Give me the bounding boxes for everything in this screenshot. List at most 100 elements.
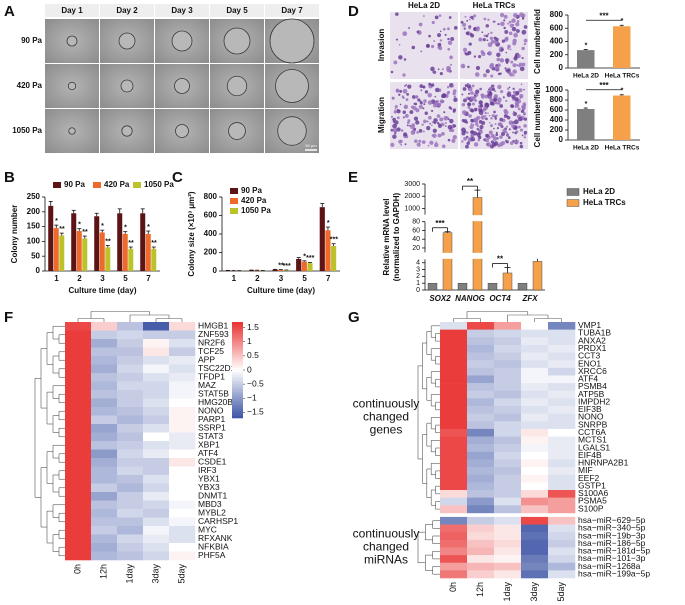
row-label: hsa−miR−1268a <box>578 561 641 571</box>
stained-cell <box>494 101 498 105</box>
group-label: changed <box>363 410 409 424</box>
stained-cell <box>468 114 472 118</box>
heatmap-cell <box>440 524 468 533</box>
stained-cell <box>444 125 447 127</box>
heatmap-cell <box>548 497 576 506</box>
panel-label: C <box>172 169 183 186</box>
group-label: genes <box>370 423 403 437</box>
heatmap-cell <box>91 347 118 357</box>
stained-cell <box>461 93 464 96</box>
bar <box>502 272 513 291</box>
stained-cell <box>421 140 426 144</box>
heatmap-cell <box>467 360 495 369</box>
x-tick-label: 3 <box>279 274 284 283</box>
row-label: Invasion <box>377 29 386 62</box>
heatmap-cell <box>169 339 196 348</box>
heatmap-cell <box>548 474 576 483</box>
stained-cell <box>403 132 408 137</box>
stained-cell <box>452 135 457 140</box>
stained-cell <box>480 93 484 97</box>
x-tick-label: HeLa 2D <box>573 73 599 80</box>
heatmap-cell <box>65 322 92 331</box>
heatmap-cell <box>65 534 92 544</box>
heatmap-cell <box>65 373 92 382</box>
stained-cell <box>446 86 450 89</box>
heatmap-cell <box>91 339 118 348</box>
heatmap-cell <box>521 459 549 468</box>
significance-label: *** <box>435 219 445 228</box>
row-label: hsa−miR−19b−3p <box>578 530 646 540</box>
column-label: 3day <box>529 582 539 602</box>
stained-cell <box>491 114 495 118</box>
heatmap-cell <box>494 444 522 453</box>
stained-cell <box>498 142 504 147</box>
significance-label: ** <box>151 240 157 247</box>
stained-cell <box>473 55 477 58</box>
stained-cell <box>402 110 406 114</box>
stained-cell <box>471 102 476 106</box>
stained-cell <box>434 15 439 20</box>
panel-label: F <box>4 309 13 326</box>
stained-cell <box>508 120 513 125</box>
stained-cell <box>523 124 527 128</box>
stained-cell <box>509 48 512 51</box>
heatmap-cell <box>169 492 196 501</box>
stained-cell <box>398 93 401 96</box>
stained-cell <box>470 15 474 19</box>
bar <box>307 263 313 271</box>
stained-cell <box>492 20 495 23</box>
heatmap-cell <box>494 482 522 491</box>
heatmap-cell <box>143 483 170 493</box>
y-tick-label: 0 <box>416 287 420 294</box>
heatmap-cell <box>440 329 468 338</box>
stained-cell <box>493 127 495 130</box>
y-tick-label: 2 <box>416 273 420 280</box>
heatmap-cell <box>494 474 522 483</box>
row-label: EIF4B <box>578 450 602 460</box>
row-label: ZNF593 <box>198 329 229 339</box>
stained-cell <box>470 137 476 142</box>
colorbar-step <box>232 336 243 340</box>
y-tick-label: 400 <box>550 37 564 46</box>
heatmap-cell <box>548 421 576 430</box>
stained-cell <box>521 106 526 111</box>
stained-cell <box>503 14 508 19</box>
stained-cell <box>425 43 430 48</box>
stained-cell <box>400 143 403 146</box>
row-label: ANXA2 <box>578 335 606 345</box>
heatmap-cell <box>494 390 522 399</box>
stained-cell <box>468 42 472 46</box>
stained-cell <box>513 13 518 18</box>
heatmap-cell <box>467 467 495 476</box>
stained-cell <box>461 110 467 115</box>
heatmap-cell <box>548 532 576 541</box>
heatmap-cell <box>467 383 495 392</box>
heatmap-cell <box>494 505 522 514</box>
stained-cell <box>508 20 512 24</box>
heatmap-cell <box>65 458 92 467</box>
colony <box>68 127 76 135</box>
heatmap-cell <box>494 398 522 407</box>
stained-cell <box>480 115 486 120</box>
stained-cell <box>401 95 405 98</box>
heatmap-cell <box>91 415 118 425</box>
stained-cell <box>505 140 509 144</box>
legend-swatch <box>230 198 238 204</box>
stained-cell <box>487 88 490 91</box>
stained-cell <box>437 33 441 38</box>
colorbar-step <box>232 372 243 376</box>
heatmap-cell <box>521 436 549 445</box>
stained-cell <box>393 60 398 65</box>
x-tick-label: HeLa 2D <box>573 145 599 152</box>
heatmap-cell <box>117 424 144 433</box>
stained-cell <box>406 93 410 96</box>
stained-cell <box>427 92 432 98</box>
stained-cell <box>433 121 436 124</box>
bar <box>254 270 260 271</box>
stained-cell <box>460 20 464 24</box>
stained-cell <box>407 84 412 89</box>
row-label: HMG20B <box>198 397 233 407</box>
heatmap-cell <box>169 381 196 391</box>
heatmap-cell <box>548 444 576 453</box>
heatmap-cell <box>548 367 576 376</box>
